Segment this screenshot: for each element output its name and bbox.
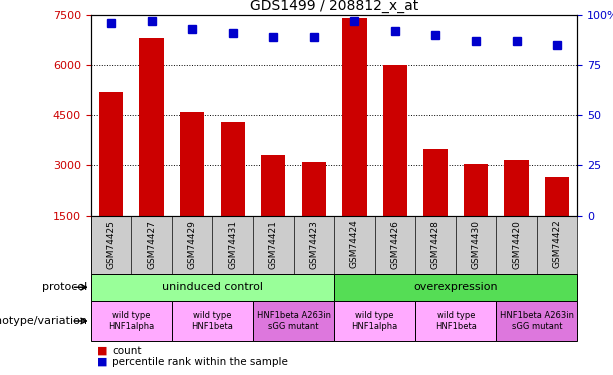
Bar	[497, 216, 537, 274]
Text: GSM74429: GSM74429	[188, 220, 197, 268]
Text: percentile rank within the sample: percentile rank within the sample	[112, 357, 288, 367]
Text: wild type
HNF1beta: wild type HNF1beta	[191, 311, 234, 331]
Bar	[415, 301, 497, 341]
Text: overexpression: overexpression	[413, 282, 498, 292]
Text: GSM74427: GSM74427	[147, 220, 156, 268]
Text: genotype/variation: genotype/variation	[0, 316, 88, 326]
Bar	[375, 216, 415, 274]
Bar	[497, 301, 577, 341]
Bar	[342, 18, 367, 216]
Text: wild type
HNF1beta: wild type HNF1beta	[435, 311, 477, 331]
Text: GSM74425: GSM74425	[107, 220, 115, 268]
Bar	[139, 38, 164, 216]
Text: wild type
HNF1alpha: wild type HNF1alpha	[108, 311, 154, 331]
Bar	[253, 301, 334, 341]
Bar	[545, 177, 569, 216]
Bar	[91, 301, 172, 341]
Bar	[424, 149, 447, 216]
Title: GDS1499 / 208812_x_at: GDS1499 / 208812_x_at	[250, 0, 418, 13]
Bar	[212, 216, 253, 274]
Bar	[415, 216, 455, 274]
Text: GSM74430: GSM74430	[471, 220, 481, 269]
Bar	[91, 216, 131, 274]
Text: count: count	[112, 346, 142, 355]
Bar	[131, 216, 172, 274]
Text: protocol: protocol	[42, 282, 88, 292]
Bar	[455, 216, 497, 274]
Text: GSM74424: GSM74424	[350, 220, 359, 268]
Text: GSM74420: GSM74420	[512, 220, 521, 268]
Bar	[504, 160, 529, 216]
Bar	[334, 274, 577, 301]
Bar	[91, 274, 334, 301]
Bar	[253, 216, 294, 274]
Bar	[261, 155, 286, 216]
Bar	[383, 65, 407, 216]
Text: GSM74426: GSM74426	[390, 220, 400, 268]
Text: GSM74423: GSM74423	[310, 220, 318, 268]
Text: GSM74422: GSM74422	[553, 220, 562, 268]
Text: ■: ■	[97, 357, 107, 367]
Text: wild type
HNF1alpha: wild type HNF1alpha	[351, 311, 398, 331]
Bar	[172, 216, 212, 274]
Bar	[537, 216, 577, 274]
Text: HNF1beta A263in
sGG mutant: HNF1beta A263in sGG mutant	[256, 311, 330, 331]
Bar	[99, 92, 123, 216]
Text: GSM74431: GSM74431	[228, 220, 237, 269]
Text: GSM74421: GSM74421	[268, 220, 278, 268]
Text: uninduced control: uninduced control	[162, 282, 263, 292]
Bar	[464, 164, 488, 216]
Bar	[334, 301, 415, 341]
Bar	[180, 112, 204, 216]
Bar	[334, 216, 375, 274]
Bar	[302, 162, 326, 216]
Bar	[294, 216, 334, 274]
Bar	[221, 122, 245, 216]
Text: ■: ■	[97, 346, 107, 355]
Text: GSM74428: GSM74428	[431, 220, 440, 268]
Text: HNF1beta A263in
sGG mutant: HNF1beta A263in sGG mutant	[500, 311, 574, 331]
Bar	[172, 301, 253, 341]
